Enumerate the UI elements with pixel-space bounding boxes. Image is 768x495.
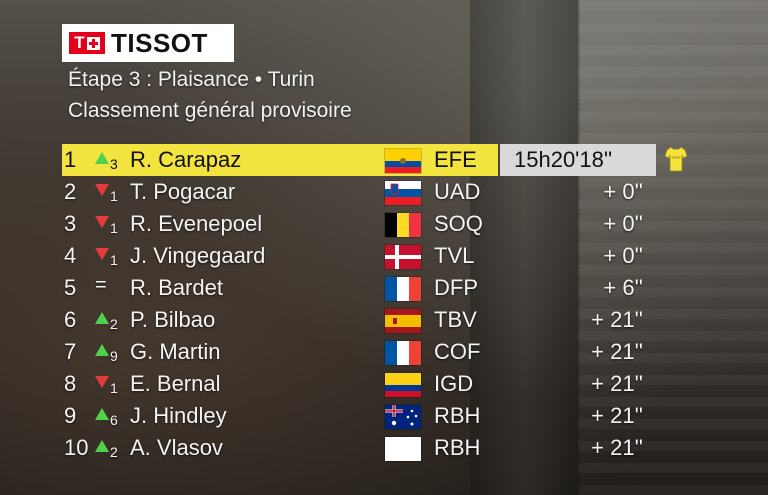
team-code: TVL bbox=[434, 243, 475, 268]
position-change: 1 bbox=[110, 188, 118, 204]
standing-row: 8 1 E. Bernal IGD + 21'' bbox=[62, 368, 692, 400]
down-arrow-icon: 1 bbox=[95, 214, 121, 236]
rank: 6 bbox=[64, 307, 77, 332]
france-flag-icon bbox=[384, 340, 422, 366]
spain-flag-icon bbox=[384, 308, 422, 334]
time-gap: + 21'' bbox=[591, 339, 643, 364]
rank: 5 bbox=[64, 275, 77, 300]
rank: 3 bbox=[64, 211, 77, 236]
position-change: 1 bbox=[110, 220, 118, 236]
rider-name: A. Vlasov bbox=[130, 435, 223, 460]
standing-row: 5 = R. Bardet DFP + 6'' bbox=[62, 272, 692, 304]
team-code: EFE bbox=[434, 147, 477, 172]
time-gap: + 0'' bbox=[603, 179, 643, 204]
standing-row: 4 1 J. Vingegaard TVL + 0'' bbox=[62, 240, 692, 272]
time-gap: + 0'' bbox=[603, 243, 643, 268]
classification-subtitle: Classement général provisoire bbox=[68, 99, 352, 122]
standing-row: 3 1 R. Evenepoel SOQ + 0'' bbox=[62, 208, 692, 240]
blank-flag-icon bbox=[384, 436, 422, 462]
down-arrow-icon: 1 bbox=[95, 182, 121, 204]
rider-name: P. Bilbao bbox=[130, 307, 216, 332]
rank: 7 bbox=[64, 339, 77, 364]
up-arrow-icon: 3 bbox=[95, 150, 121, 172]
position-change: 2 bbox=[110, 316, 118, 332]
time-gap: + 21'' bbox=[591, 435, 643, 460]
position-change: 1 bbox=[110, 252, 118, 268]
rider-name: T. Pogacar bbox=[130, 179, 236, 204]
standing-row: 10 2 A. Vlasov RBH + 21'' bbox=[62, 432, 692, 464]
logo-text: TISSOT bbox=[111, 27, 208, 58]
time-gap: + 21'' bbox=[591, 403, 643, 428]
team-code: UAD bbox=[434, 179, 481, 204]
colombia-flag-icon bbox=[384, 372, 422, 398]
rider-name: G. Martin bbox=[130, 339, 221, 364]
standing-row: 7 9 G. Martin COF + 21'' bbox=[62, 336, 692, 368]
team-code: RBH bbox=[434, 435, 481, 460]
france-flag-icon bbox=[384, 276, 422, 302]
position-change: 3 bbox=[110, 156, 118, 172]
standing-row: 2 1 T. Pogacar UAD + 0'' bbox=[62, 176, 692, 208]
yellow-jersey-icon bbox=[664, 146, 688, 172]
tissot-logo: T TISSOT bbox=[62, 24, 234, 62]
rider-name: J. Vingegaard bbox=[130, 243, 266, 268]
rank: 8 bbox=[64, 371, 77, 396]
rank: 1 bbox=[64, 147, 77, 172]
leader-row: 1 3 R. Carapaz EFE 15h20'18'' bbox=[62, 144, 688, 176]
team-code: TBV bbox=[434, 307, 477, 332]
position-change: 9 bbox=[110, 348, 118, 364]
leader-time: 15h20'18'' bbox=[500, 144, 656, 176]
standing-row: 9 6 J. Hindley RBH + 21'' bbox=[62, 400, 692, 432]
rider-name: E. Bernal bbox=[130, 371, 221, 396]
rank: 2 bbox=[64, 179, 77, 204]
time-gap: + 6'' bbox=[603, 275, 643, 300]
swiss-cross-icon bbox=[86, 36, 100, 50]
position-change: 1 bbox=[110, 380, 118, 396]
rider-name: R. Carapaz bbox=[130, 147, 242, 172]
rider-name: J. Hindley bbox=[130, 403, 227, 428]
team-code: RBH bbox=[434, 403, 481, 428]
up-arrow-icon: 6 bbox=[95, 406, 121, 428]
team-code: DFP bbox=[434, 275, 478, 300]
team-code: IGD bbox=[434, 371, 474, 396]
up-arrow-icon: 2 bbox=[95, 310, 121, 332]
position-change: 6 bbox=[110, 412, 118, 428]
slovenia-flag-icon bbox=[384, 180, 422, 206]
rank: 4 bbox=[64, 243, 77, 268]
rider-name: R. Evenepoel bbox=[130, 211, 263, 236]
rank: 9 bbox=[64, 403, 77, 428]
team-code: SOQ bbox=[434, 211, 483, 236]
team-code: COF bbox=[434, 339, 481, 364]
denmark-flag-icon bbox=[384, 244, 422, 270]
time-gap: + 21'' bbox=[591, 307, 643, 332]
standings-table: 1 3 R. Carapaz EFE 15h20'18'' 2 1 T. Pogacar UAD… bbox=[62, 144, 692, 464]
rider-name: R. Bardet bbox=[130, 275, 223, 300]
down-arrow-icon: 1 bbox=[95, 374, 121, 396]
stage-title: Étape 3 : Plaisance • Turin bbox=[68, 68, 315, 91]
rank: 10 bbox=[64, 435, 89, 460]
position-change: 2 bbox=[110, 444, 118, 460]
australia-flag-icon bbox=[384, 404, 422, 430]
standing-row: 6 2 P. Bilbao TBV + 21'' bbox=[62, 304, 692, 336]
ecuador-flag-icon bbox=[384, 148, 422, 174]
time-gap: + 21'' bbox=[591, 371, 643, 396]
belgium-flag-icon bbox=[384, 212, 422, 238]
logo-mark-letter: T bbox=[74, 33, 85, 52]
unchanged-icon: = bbox=[95, 274, 107, 296]
up-arrow-icon: 2 bbox=[95, 438, 121, 460]
time-gap: + 0'' bbox=[603, 211, 643, 236]
tissot-cross-icon: T bbox=[69, 32, 105, 54]
up-arrow-icon: 9 bbox=[95, 342, 121, 364]
down-arrow-icon: 1 bbox=[95, 246, 121, 268]
leader-time-text: 15h20'18'' bbox=[514, 147, 613, 172]
